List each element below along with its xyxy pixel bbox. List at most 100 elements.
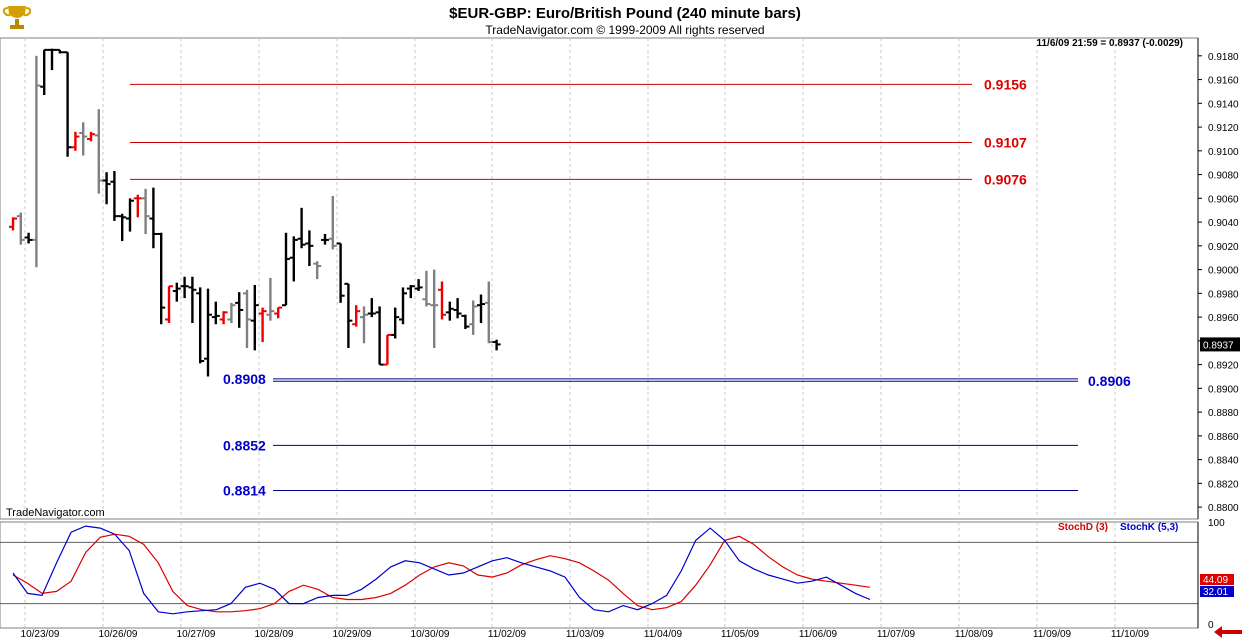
ohlc-bar (118, 213, 127, 242)
date-tick-label: 10/30/09 (411, 629, 450, 640)
ohlc-bar (16, 212, 25, 245)
level-label: 0.8852 (223, 437, 266, 453)
ohlc-bar (484, 281, 493, 344)
ohlc-bar (445, 301, 454, 321)
legend-stoch-k: StochK (5,3) (1120, 522, 1178, 533)
ohlc-bar (305, 230, 314, 267)
price-tick-label: 0.9000 (1208, 266, 1239, 277)
price-tick-label: 0.8800 (1208, 503, 1239, 514)
ohlc-bar (328, 195, 337, 250)
price-tick-label: 0.9040 (1208, 218, 1239, 229)
ohlc-bar (219, 311, 228, 325)
ohlc-bar (360, 306, 368, 344)
ohlc-bar (40, 48, 49, 96)
ohlc-bar (188, 276, 197, 324)
scroll-left-arrow-icon[interactable] (1214, 626, 1242, 638)
ohlc-bar (492, 339, 501, 351)
ohlc-bar (414, 279, 423, 291)
level-label: 0.8814 (223, 482, 266, 498)
stoch-tick-label: 100 (1208, 518, 1225, 529)
price-tick-label: 0.8860 (1208, 432, 1239, 443)
price-tick-label: 0.9060 (1208, 194, 1239, 205)
ohlc-bar (422, 270, 431, 307)
ohlc-bar (344, 282, 353, 348)
ohlc-bar (250, 285, 259, 351)
level-label: 0.9076 (984, 171, 1027, 187)
ohlc-bar (48, 48, 56, 71)
date-tick-label: 11/10/09 (1111, 629, 1150, 640)
ohlc-bar (235, 292, 244, 328)
last-quote-readout: 11/6/09 21:59 = 0.8937 (-0.0029) (1036, 38, 1183, 49)
last-price-label: 0.8937 (1203, 340, 1234, 351)
ohlc-bar (71, 131, 80, 151)
price-tick-label: 0.8900 (1208, 384, 1239, 395)
ohlc-bar (383, 333, 392, 366)
price-tick-label: 0.9020 (1208, 242, 1239, 253)
ohlc-bar (274, 306, 283, 319)
ohlc-bar (399, 287, 407, 325)
ohlc-bar (227, 302, 236, 324)
ohlc-bar (165, 285, 173, 324)
ohlc-bar (282, 232, 290, 307)
ohlc-bar (180, 276, 189, 299)
ohlc-bar (87, 131, 95, 142)
ohlc-bar (133, 194, 142, 218)
price-tick-label: 0.9100 (1208, 147, 1239, 158)
price-tick-label: 0.8960 (1208, 313, 1239, 324)
last-price-box (1200, 337, 1240, 352)
date-tick-label: 11/02/09 (488, 629, 527, 640)
ohlc-bar (172, 282, 181, 302)
date-tick-label: 11/09/09 (1033, 629, 1072, 640)
level-label: 0.8908 (223, 371, 266, 387)
stoch-tick-label: 0 (1208, 620, 1214, 631)
ohlc-bar (406, 285, 415, 299)
price-tick-label: 0.8820 (1208, 479, 1239, 490)
chart-subtitle: TradeNavigator.com © 1999-2009 All right… (485, 23, 764, 37)
ohlc-bar (9, 217, 17, 231)
trophy-icon (2, 6, 32, 29)
price-axis: 0.9180 0.9160 0.9140 0.9120 0.9100 0.9080 0.90… (1197, 38, 1240, 519)
price-tick-label: 0.8840 (1208, 456, 1239, 467)
level-label: 0.8906 (1088, 373, 1131, 389)
stoch-k-line (12, 525, 871, 615)
ohlc-bar (110, 171, 119, 221)
ohlc-bar (94, 109, 103, 194)
ohlc-bar (157, 232, 166, 325)
price-tick-label: 0.9120 (1208, 123, 1239, 134)
date-tick-label: 10/23/09 (21, 629, 60, 640)
price-tick-label: 0.9180 (1208, 52, 1239, 63)
ohlc-bar (63, 51, 72, 157)
ohlc-bar (243, 289, 251, 348)
ohlc-bar (211, 301, 220, 325)
ohlc-bar (196, 287, 205, 364)
legend-stoch-d: StochD (3) (1058, 522, 1108, 533)
date-tick-label: 10/29/09 (333, 629, 372, 640)
ohlc-bar (375, 306, 384, 366)
ohlc-bar (367, 298, 376, 318)
arrow-shape (1214, 626, 1242, 638)
ohlc-bar (32, 55, 41, 268)
date-tick-label: 11/06/09 (799, 629, 838, 640)
stoch-d-line (12, 533, 871, 613)
ohlc-bar (79, 122, 88, 156)
date-tick-label: 11/07/09 (877, 629, 916, 640)
ohlc-bar (266, 277, 275, 321)
price-tick-label: 0.9080 (1208, 171, 1239, 182)
date-tick-label: 10/26/09 (99, 629, 138, 640)
date-axis: 10/23/09 10/26/09 10/27/09 10/28/09 10/29/09… (21, 626, 1242, 640)
price-tick-label: 0.9160 (1208, 76, 1239, 87)
ohlc-bar (55, 48, 64, 54)
ohlc-bar (258, 307, 267, 343)
stoch-d-last-box (1200, 574, 1234, 585)
watermark-text: TradeNavigator.com (6, 507, 105, 519)
price-tick-label: 0.9140 (1208, 99, 1239, 110)
ohlc-bar (149, 187, 158, 249)
level-label: 0.9107 (984, 135, 1027, 151)
ohlc-bar (438, 281, 446, 320)
date-tick-label: 10/27/09 (177, 629, 216, 640)
date-tick-label: 11/08/09 (955, 629, 994, 640)
ohlc-bar (204, 288, 212, 377)
ohlc-bar (391, 307, 400, 339)
